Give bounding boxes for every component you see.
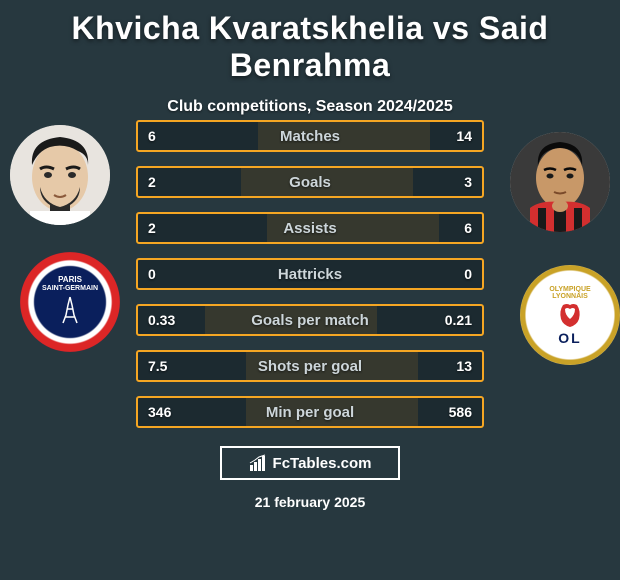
stat-row: 7.5 Shots per goal 13 bbox=[136, 350, 484, 382]
stat-label: Goals bbox=[289, 174, 331, 191]
club-left-label: PARIS SAINT-GERMAIN bbox=[42, 276, 98, 327]
stat-row: 346 Min per goal 586 bbox=[136, 396, 484, 428]
stat-value-right: 6 bbox=[464, 220, 472, 236]
stat-row: 6 Matches 14 bbox=[136, 120, 484, 152]
stat-value-right: 0 bbox=[464, 266, 472, 282]
stat-label: Shots per goal bbox=[258, 358, 362, 375]
stat-value-left: 6 bbox=[148, 128, 156, 144]
stat-value-left: 2 bbox=[148, 174, 156, 190]
stat-value-right: 14 bbox=[456, 128, 472, 144]
stat-value-right: 586 bbox=[449, 404, 472, 420]
stat-value-right: 13 bbox=[456, 358, 472, 374]
subtitle: Club competitions, Season 2024/2025 bbox=[0, 98, 620, 116]
stat-label: Matches bbox=[280, 128, 340, 145]
lion-icon bbox=[557, 301, 583, 329]
club-badge-left: PARIS SAINT-GERMAIN bbox=[20, 252, 120, 352]
stat-value-left: 2 bbox=[148, 220, 156, 236]
club-badge-right: OLYMPIQUE LYONNAIS OL bbox=[520, 265, 620, 365]
footer-brand-box: FcTables.com bbox=[220, 446, 400, 480]
stat-row: 0 Hattricks 0 bbox=[136, 258, 484, 290]
player-right-face-icon bbox=[510, 132, 610, 232]
stat-row: 2 Goals 3 bbox=[136, 166, 484, 198]
stat-label: Min per goal bbox=[266, 404, 354, 421]
player-right-photo bbox=[510, 132, 610, 232]
eiffel-icon bbox=[55, 295, 85, 325]
chart-icon bbox=[249, 454, 267, 472]
player-left-face-icon bbox=[10, 125, 110, 225]
stat-value-left: 7.5 bbox=[148, 358, 167, 374]
stat-value-right: 3 bbox=[464, 174, 472, 190]
player-left-photo bbox=[10, 125, 110, 225]
stat-label: Goals per match bbox=[251, 312, 369, 329]
stat-label: Hattricks bbox=[278, 266, 342, 283]
stat-value-left: 0 bbox=[148, 266, 156, 282]
stat-row: 2 Assists 6 bbox=[136, 212, 484, 244]
footer-date: 21 february 2025 bbox=[255, 494, 366, 510]
stats-container: 6 Matches 14 2 Goals 3 2 Assists 6 0 Hattricks 0 0.3… bbox=[136, 120, 484, 442]
footer-brand-text: FcTables.com bbox=[273, 455, 372, 472]
stat-value-left: 346 bbox=[148, 404, 171, 420]
club-right-label: OLYMPIQUE LYONNAIS OL bbox=[549, 286, 590, 345]
stat-label: Assists bbox=[283, 220, 336, 237]
stat-row: 0.33 Goals per match 0.21 bbox=[136, 304, 484, 336]
page-title: Khvicha Kvaratskhelia vs Said Benrahma bbox=[0, 0, 620, 84]
stat-value-left: 0.33 bbox=[148, 312, 175, 328]
stat-value-right: 0.21 bbox=[445, 312, 472, 328]
